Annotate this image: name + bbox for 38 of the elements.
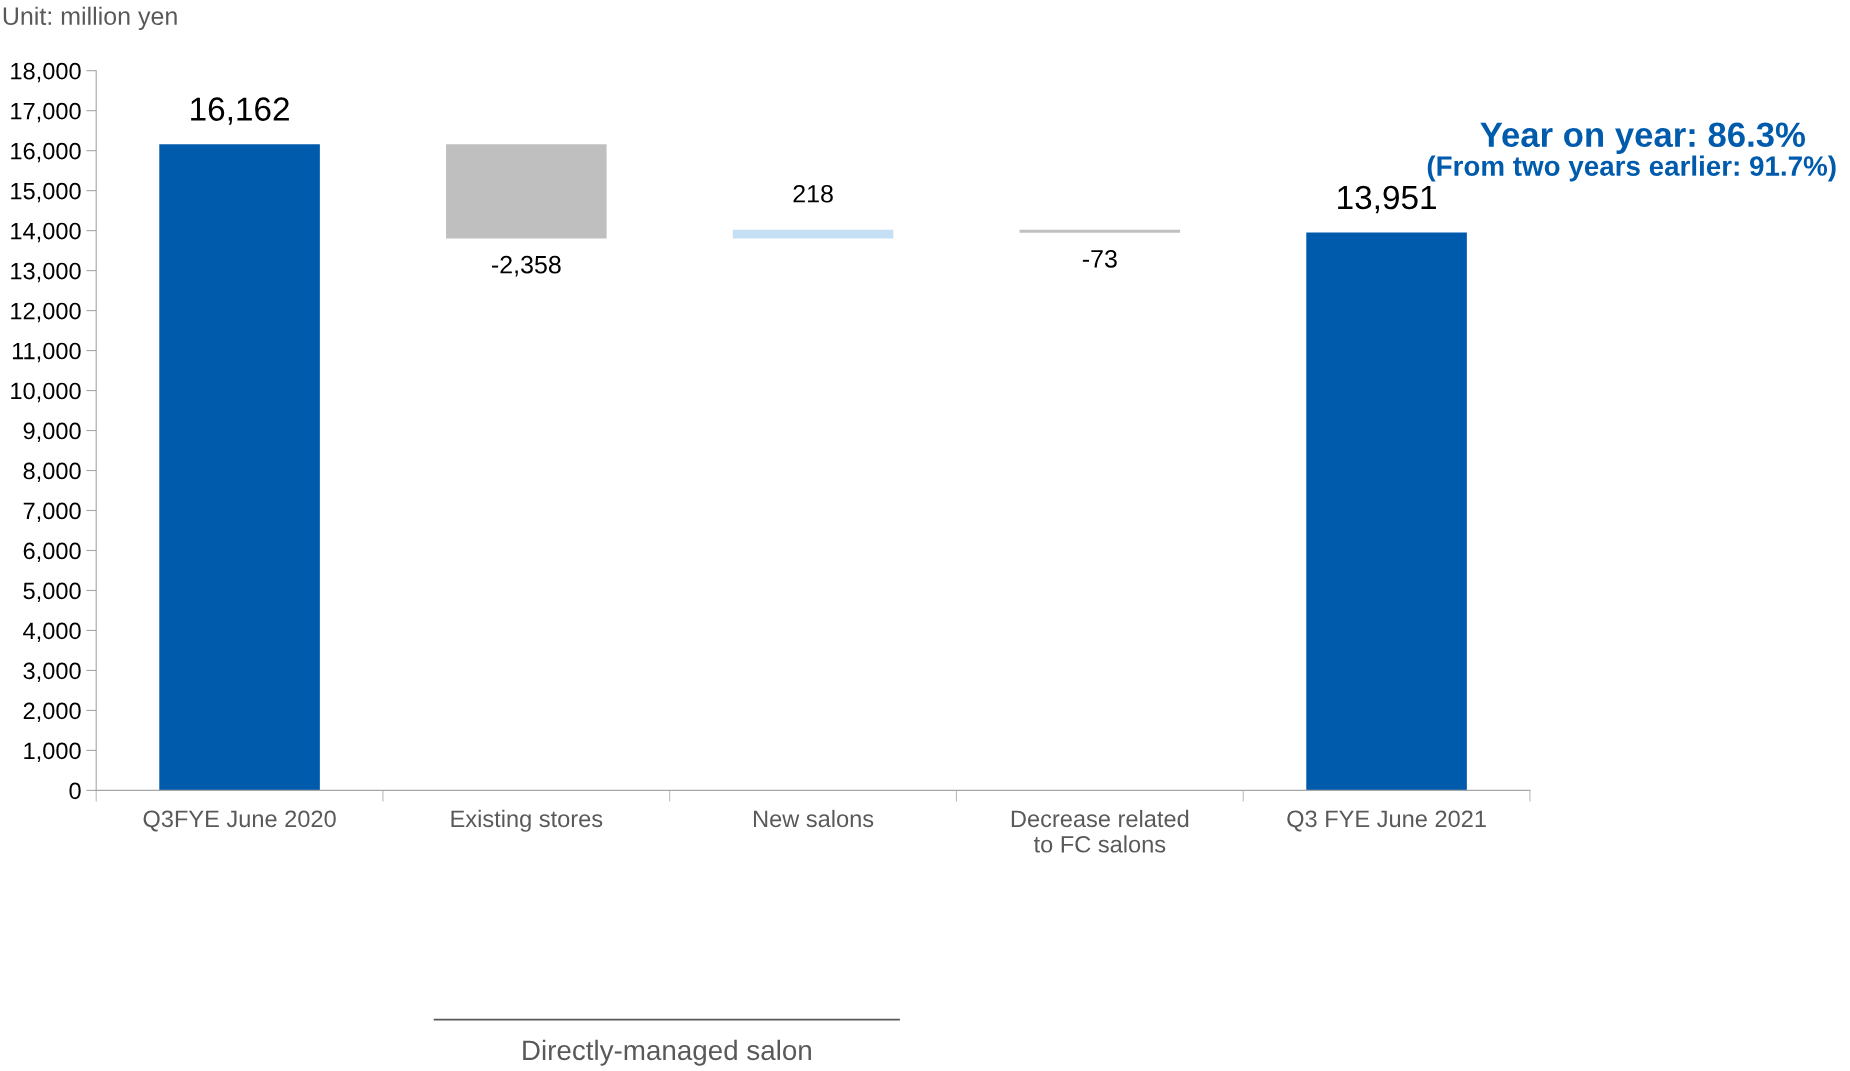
y-tick-label: 11,000 xyxy=(12,342,81,363)
y-tick-label: 7,000 xyxy=(23,502,81,523)
y-tick-label: 10,000 xyxy=(11,382,81,403)
text: Directly-managed salon xyxy=(523,1039,811,1066)
x-tick-label: Q3FYE June 2020 xyxy=(143,810,336,832)
y-tick-label: 18,000 xyxy=(11,62,81,83)
bar xyxy=(159,144,320,791)
x-tick-label: Existing stores xyxy=(451,809,603,832)
data-label: 218 xyxy=(793,184,833,203)
y-tick-label: 5,000 xyxy=(23,582,81,603)
y-tick-label: 6,000 xyxy=(23,542,81,563)
x-tick-label: Decrease related to FC salons xyxy=(1011,809,1189,853)
x-tick-label: New salons xyxy=(753,809,874,828)
bar xyxy=(1306,232,1467,791)
y-tick-label: 15,000 xyxy=(11,182,81,203)
text: Unit: million yen xyxy=(3,6,177,30)
data-label: -2,358 xyxy=(491,255,561,277)
y-tick-label: 3,000 xyxy=(23,662,81,683)
y-tick-label: 4,000 xyxy=(23,622,81,643)
data-label: 13,951 xyxy=(1338,185,1436,214)
bar xyxy=(1019,229,1181,233)
y-tick-label: 14,000 xyxy=(11,222,81,243)
bar xyxy=(446,144,607,239)
data-label: 16,162 xyxy=(191,97,289,125)
annotation: (From two years earlier: 91.7%) xyxy=(1427,155,1836,182)
y-tick-label: 2,000 xyxy=(23,702,81,723)
y-tick-label: 12,000 xyxy=(11,302,81,323)
bar xyxy=(732,229,894,239)
data-label: -73 xyxy=(1082,249,1117,268)
y-tick-label: 9,000 xyxy=(23,422,81,443)
y-tick-label: 0 xyxy=(69,782,81,800)
y-tick-label: 8,000 xyxy=(23,462,81,483)
y-tick-label: 13,000 xyxy=(11,262,81,283)
y-tick-label: 17,000 xyxy=(11,102,81,123)
y-tick-label: 1,000 xyxy=(24,742,81,762)
x-tick-label: Q3 FYE June 2021 xyxy=(1287,810,1486,832)
y-tick-label: 16,000 xyxy=(11,142,81,163)
annotation: Year on year: 86.3% xyxy=(1480,122,1805,154)
